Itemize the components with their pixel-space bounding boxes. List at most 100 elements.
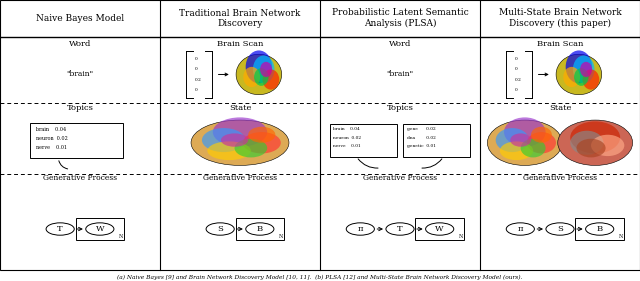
Ellipse shape	[234, 139, 268, 157]
Text: T: T	[397, 225, 403, 233]
Ellipse shape	[580, 62, 592, 77]
Text: genetic  0.01: genetic 0.01	[407, 144, 436, 148]
Ellipse shape	[566, 51, 592, 83]
Circle shape	[386, 223, 414, 235]
Bar	[330, 124, 397, 157]
Text: Generative Process: Generative Process	[43, 175, 117, 182]
Ellipse shape	[253, 55, 275, 83]
Ellipse shape	[221, 133, 248, 147]
Text: 0: 0	[195, 88, 197, 92]
Ellipse shape	[212, 117, 268, 147]
Ellipse shape	[236, 54, 282, 95]
Ellipse shape	[510, 133, 531, 147]
Ellipse shape	[591, 135, 625, 156]
Text: "brain": "brain"	[387, 71, 413, 78]
Ellipse shape	[202, 128, 245, 152]
Text: N: N	[278, 234, 283, 239]
Text: N: N	[458, 234, 463, 239]
Text: brain    0.04: brain 0.04	[36, 127, 66, 132]
Ellipse shape	[570, 131, 604, 155]
Circle shape	[86, 223, 114, 235]
Ellipse shape	[521, 139, 545, 157]
Text: Generative Process: Generative Process	[523, 175, 597, 182]
Ellipse shape	[487, 120, 563, 166]
Ellipse shape	[191, 120, 289, 166]
Text: Topics: Topics	[387, 104, 413, 112]
Bar	[236, 218, 284, 240]
Ellipse shape	[254, 68, 269, 86]
Text: N: N	[118, 234, 123, 239]
Text: B: B	[257, 225, 263, 233]
Text: (a) Naive Bayes [9] and Brain Network Discovery Model [10, 11].  (b) PLSA [12] a: (a) Naive Bayes [9] and Brain Network Di…	[117, 274, 523, 280]
Ellipse shape	[563, 67, 580, 87]
Text: B: B	[596, 225, 603, 233]
Text: State: State	[229, 104, 251, 112]
Circle shape	[586, 223, 614, 235]
Ellipse shape	[500, 141, 533, 160]
Text: Topics: Topics	[67, 104, 93, 112]
Text: Naive Bayes Model: Naive Bayes Model	[36, 14, 124, 23]
Text: 0: 0	[515, 67, 517, 71]
Text: S: S	[217, 225, 223, 233]
Ellipse shape	[577, 139, 605, 157]
Ellipse shape	[262, 69, 279, 90]
Bar	[31, 123, 124, 158]
Text: "brain": "brain"	[67, 71, 93, 78]
Circle shape	[46, 223, 74, 235]
Text: 0.2: 0.2	[515, 78, 522, 82]
Text: N: N	[618, 234, 623, 239]
Ellipse shape	[573, 55, 595, 83]
Ellipse shape	[260, 62, 272, 77]
Text: W: W	[435, 225, 444, 233]
Ellipse shape	[574, 68, 589, 86]
Text: State: State	[549, 104, 571, 112]
Ellipse shape	[531, 127, 552, 143]
Text: Word: Word	[69, 40, 91, 47]
Text: Brain Scan: Brain Scan	[217, 40, 263, 47]
Ellipse shape	[570, 121, 620, 153]
Ellipse shape	[248, 127, 275, 143]
Text: π: π	[358, 225, 363, 233]
Text: neuron  0.02: neuron 0.02	[333, 136, 362, 140]
Circle shape	[246, 223, 274, 235]
Bar	[403, 124, 470, 157]
Text: Word: Word	[389, 40, 411, 47]
Bar	[415, 218, 464, 240]
Ellipse shape	[243, 67, 260, 87]
Ellipse shape	[495, 128, 529, 152]
Text: Generative Process: Generative Process	[203, 175, 277, 182]
Text: 0.2: 0.2	[195, 78, 202, 82]
Text: Multi-State Brain Network
Discovery (this paper): Multi-State Brain Network Discovery (thi…	[499, 8, 621, 28]
Text: 0: 0	[515, 88, 517, 92]
Bar	[575, 218, 624, 240]
Ellipse shape	[246, 51, 272, 83]
Text: 0: 0	[195, 67, 197, 71]
Text: neuron  0.02: neuron 0.02	[36, 136, 67, 141]
Circle shape	[506, 223, 534, 235]
Text: nerve    0.01: nerve 0.01	[36, 145, 67, 150]
Ellipse shape	[582, 69, 599, 90]
Circle shape	[426, 223, 454, 235]
Ellipse shape	[243, 132, 281, 153]
Circle shape	[346, 223, 374, 235]
Text: S: S	[557, 225, 563, 233]
Circle shape	[546, 223, 574, 235]
Text: 0: 0	[195, 57, 197, 61]
Text: Probabilistic Latent Semantic
Analysis (PLSA): Probabilistic Latent Semantic Analysis (…	[332, 8, 468, 28]
Circle shape	[206, 223, 234, 235]
Ellipse shape	[556, 54, 602, 95]
Text: T: T	[58, 225, 63, 233]
Ellipse shape	[207, 141, 251, 160]
Ellipse shape	[504, 117, 545, 147]
Text: gene      0.02: gene 0.02	[407, 127, 436, 132]
Text: Traditional Brain Network
Discovery: Traditional Brain Network Discovery	[179, 8, 301, 28]
Text: 0: 0	[515, 57, 517, 61]
Text: π: π	[518, 225, 523, 233]
Text: Generative Process: Generative Process	[363, 175, 437, 182]
Text: nerve    0.01: nerve 0.01	[333, 144, 361, 148]
Text: brain    0.04: brain 0.04	[333, 127, 360, 132]
Text: Brain Scan: Brain Scan	[537, 40, 583, 47]
Ellipse shape	[558, 120, 633, 166]
Bar	[76, 218, 124, 240]
Text: W: W	[95, 225, 104, 233]
